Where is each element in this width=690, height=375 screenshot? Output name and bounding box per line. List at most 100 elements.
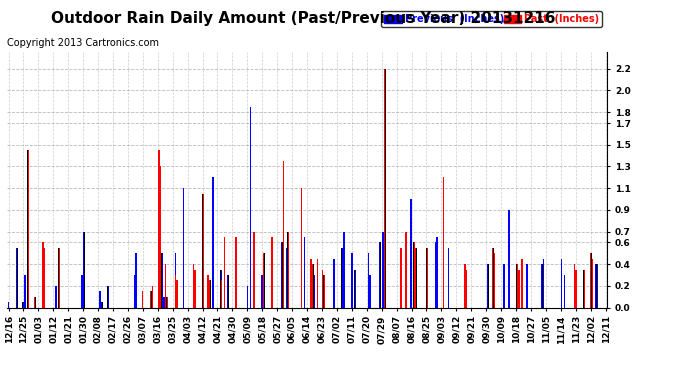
Bar (487, 264, 489, 308)
Bar (369, 275, 371, 308)
Bar (351, 253, 353, 308)
Bar (262, 275, 263, 308)
Bar (595, 264, 597, 308)
Bar (213, 177, 214, 308)
Bar (16, 248, 17, 308)
Bar (166, 297, 168, 307)
Bar (355, 270, 356, 308)
Bar (165, 264, 166, 308)
Bar (304, 237, 306, 308)
Bar (224, 237, 225, 308)
Bar (503, 264, 505, 308)
Bar (351, 253, 353, 308)
Bar (597, 264, 598, 308)
Bar (99, 291, 101, 308)
Bar (590, 253, 591, 308)
Bar (134, 275, 135, 308)
Text: Outdoor Rain Daily Amount (Past/Previous Year) 20131216: Outdoor Rain Daily Amount (Past/Previous… (51, 11, 556, 26)
Bar (161, 253, 163, 308)
Bar (504, 264, 505, 308)
Bar (466, 270, 467, 308)
Bar (55, 286, 57, 308)
Bar (343, 231, 344, 308)
Bar (271, 237, 273, 308)
Bar (152, 286, 153, 308)
Bar (522, 259, 523, 308)
Bar (448, 248, 449, 308)
Bar (83, 231, 84, 308)
Bar (24, 275, 26, 308)
Bar (368, 253, 369, 308)
Bar (518, 270, 520, 308)
Bar (379, 242, 381, 308)
Bar (183, 188, 184, 308)
Bar (150, 291, 152, 308)
Bar (464, 264, 466, 308)
Bar (209, 280, 210, 308)
Bar (8, 302, 10, 307)
Bar (281, 242, 282, 308)
Bar (227, 275, 228, 308)
Bar (487, 264, 489, 308)
Bar (415, 248, 417, 308)
Bar (426, 248, 428, 308)
Bar (202, 194, 204, 308)
Bar (175, 253, 176, 308)
Bar (8, 302, 9, 307)
Bar (509, 210, 510, 308)
Bar (235, 237, 237, 308)
Bar (34, 297, 35, 307)
Bar (400, 248, 402, 308)
Bar (59, 248, 60, 308)
Bar (561, 259, 562, 308)
Bar (81, 275, 83, 308)
Bar (384, 69, 386, 308)
Bar (108, 286, 109, 308)
Bar (175, 253, 176, 308)
Bar (517, 264, 518, 308)
Bar (592, 259, 593, 308)
Bar (574, 264, 575, 308)
Bar (253, 231, 255, 308)
Bar (263, 253, 264, 308)
Bar (207, 275, 209, 308)
Bar (55, 286, 57, 308)
Bar (590, 253, 591, 308)
Bar (413, 242, 415, 308)
Bar (314, 275, 315, 308)
Bar (166, 297, 168, 307)
Bar (526, 264, 528, 308)
Bar (160, 166, 161, 308)
Bar (310, 259, 312, 308)
Bar (44, 248, 45, 308)
Bar (448, 248, 449, 308)
Bar (288, 231, 289, 308)
Bar (246, 286, 248, 308)
Bar (575, 270, 577, 308)
Bar (288, 231, 289, 308)
Bar (283, 161, 284, 308)
Bar (317, 259, 318, 308)
Bar (542, 259, 544, 308)
Bar (595, 264, 596, 308)
Bar (101, 302, 102, 307)
Bar (317, 259, 319, 308)
Bar (324, 275, 325, 308)
Bar (322, 270, 324, 308)
Bar (288, 231, 289, 308)
Bar (443, 177, 444, 308)
Bar (405, 231, 407, 308)
Bar (165, 264, 166, 308)
Bar (99, 291, 101, 308)
Bar (543, 259, 544, 308)
Bar (150, 291, 152, 308)
Bar (426, 248, 428, 308)
Bar (369, 275, 371, 308)
Bar (541, 264, 542, 308)
Bar (23, 302, 24, 307)
Bar (413, 242, 415, 308)
Bar (310, 259, 312, 308)
Bar (42, 242, 43, 308)
Text: Copyright 2013 Cartronics.com: Copyright 2013 Cartronics.com (7, 38, 159, 48)
Bar (493, 253, 495, 308)
